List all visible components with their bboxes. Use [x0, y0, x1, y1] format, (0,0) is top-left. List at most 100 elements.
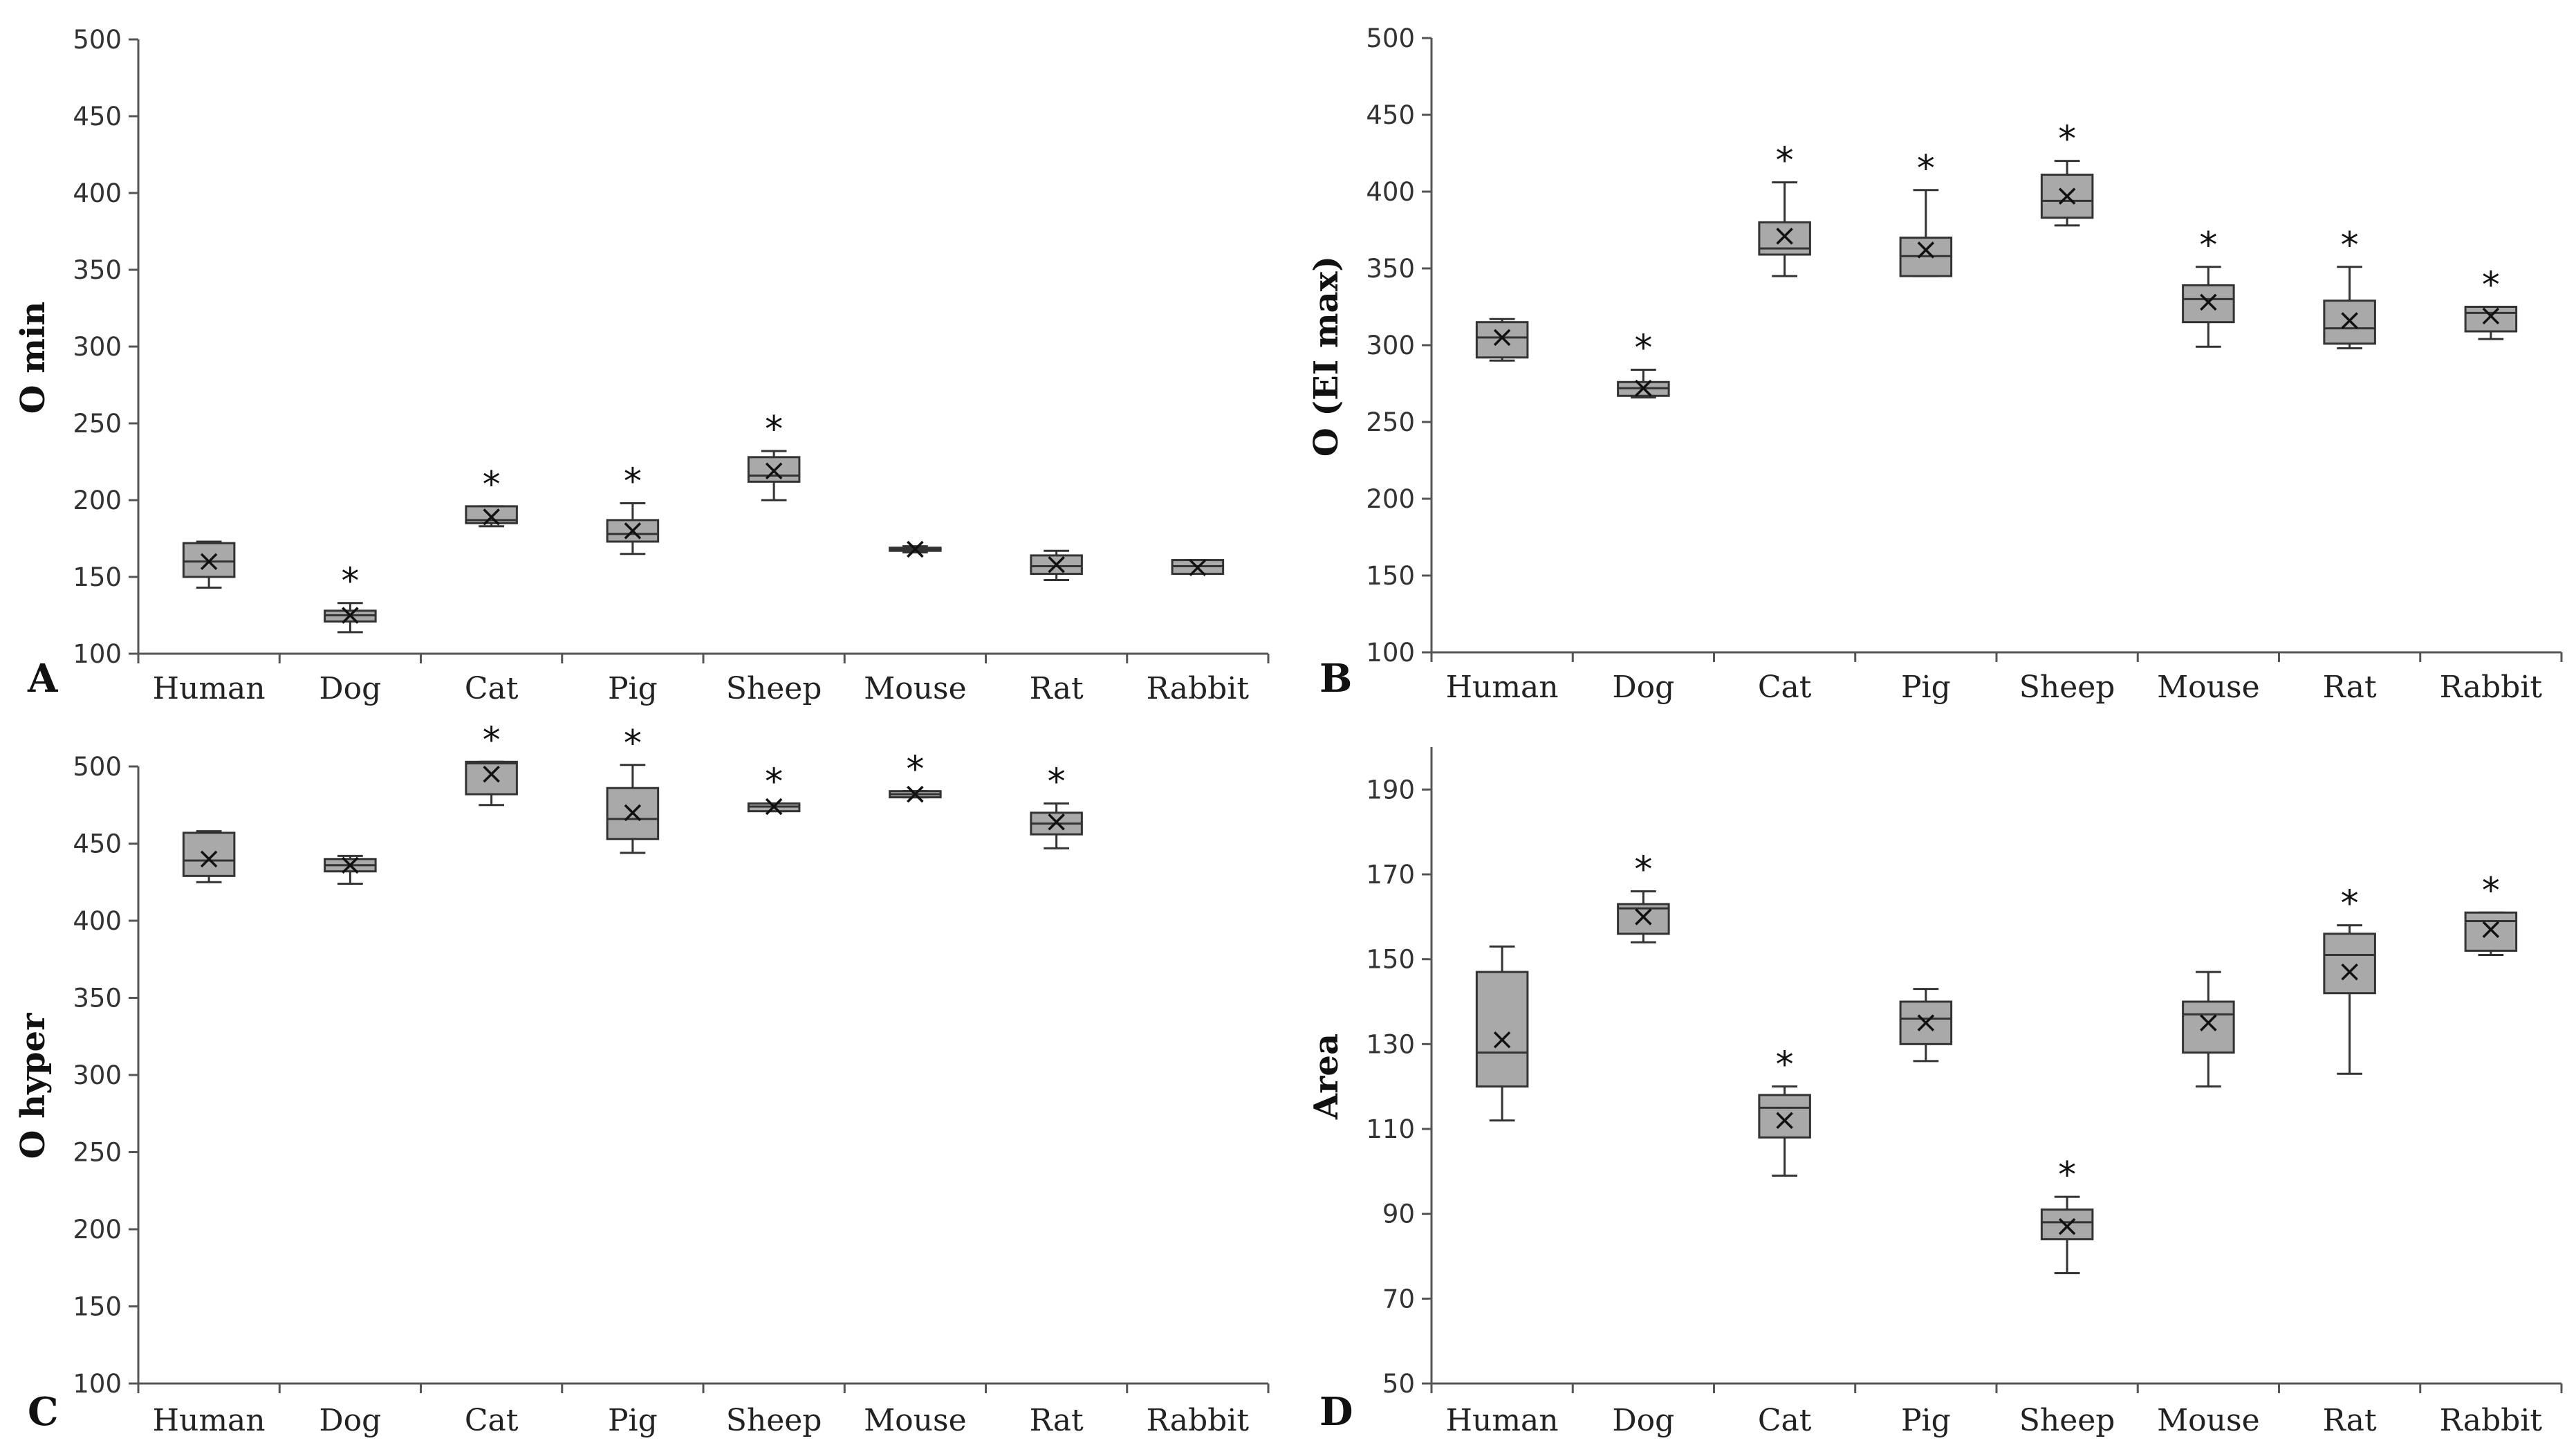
chart-panel-b: 100 150 200 250 300 350 400 450 500 Human Dog Cat Pi…: [1307, 24, 2563, 705]
significance-star: *: [1776, 1045, 1794, 1086]
x-category-label-sheep: Sheep: [726, 1403, 822, 1438]
mean-marker: [1776, 1112, 1793, 1129]
y-tick-label: 190: [1366, 775, 1415, 805]
x-category-label-rabbit: Rabbit: [2440, 1403, 2543, 1438]
x-category-label-dog: Dog: [319, 1403, 381, 1438]
box-human: [182, 540, 236, 589]
chart-panel-c: 100 150 200 250 300 350 400 450 500 Human Dog Cat Pi…: [14, 719, 1270, 1438]
box-mouse: [2182, 971, 2235, 1088]
mean-marker: [2482, 307, 2500, 325]
y-tick-label: 300: [73, 1060, 122, 1090]
box-mouse: *: [2182, 225, 2235, 348]
y-tick-label: 350: [73, 255, 122, 285]
box-iqr: [2464, 306, 2518, 333]
box-rat: *: [2323, 883, 2376, 1075]
x-category-label-rabbit: Rabbit: [1147, 671, 1250, 706]
y-tick-label: 200: [73, 486, 122, 515]
mean-marker: [1048, 556, 1065, 573]
x-category-label-pig: Pig: [1901, 1403, 1951, 1438]
box-mouse: *: [889, 749, 942, 803]
box-iqr: [1475, 321, 1529, 359]
x-category-label-dog: Dog: [1612, 670, 1674, 705]
y-tick-label: 100: [73, 1369, 122, 1399]
box-rabbit: [1171, 559, 1225, 576]
box-rat: *: [1030, 762, 1083, 849]
mean-marker: [2482, 921, 2500, 938]
box-iqr: [2040, 1209, 2094, 1240]
chart-panel-a: 100 150 200 250 300 350 400 450 500 Human Dog Cat Pi…: [14, 25, 1270, 706]
x-category-label-sheep: Sheep: [2019, 1403, 2115, 1438]
mean-marker: [2058, 1217, 2076, 1235]
y-tick-label: 200: [73, 1215, 122, 1244]
significance-star: *: [2341, 883, 2359, 925]
mean-marker: [1917, 1014, 1935, 1031]
significance-star: *: [624, 461, 642, 502]
box-human: [182, 830, 236, 883]
box-rabbit: *: [2464, 870, 2518, 957]
box-iqr: [2323, 300, 2376, 345]
x-category-label-pig: Pig: [1901, 670, 1951, 705]
significance-star: *: [765, 409, 783, 450]
y-tick-label: 250: [73, 1138, 122, 1168]
mean-marker: [1493, 329, 1511, 347]
mean-marker: [342, 607, 359, 624]
mean-marker: [1189, 559, 1207, 576]
box-cat: *: [465, 464, 518, 528]
mean-marker: [200, 850, 218, 868]
mean-marker: [907, 785, 924, 803]
y-tick-label: 400: [1366, 177, 1415, 207]
significance-star: *: [483, 719, 501, 761]
significance-star: *: [2199, 225, 2217, 266]
significance-star: *: [765, 762, 783, 803]
x-category-label-mouse: Mouse: [864, 1403, 967, 1438]
x-category-label-human: Human: [1446, 670, 1559, 705]
mean-marker: [765, 462, 783, 480]
y-tick-label: 300: [1366, 331, 1415, 360]
box-pig: *: [1899, 148, 1953, 277]
mean-marker: [1493, 1031, 1511, 1049]
box-sheep: *: [2040, 1155, 2094, 1275]
mean-marker: [1635, 908, 1652, 926]
box-iqr: [2182, 1000, 2235, 1054]
panel-label: A: [27, 656, 59, 701]
box-dog: *: [1617, 849, 1670, 944]
box-iqr: [1758, 221, 1811, 256]
y-tick-label: 50: [1382, 1369, 1415, 1399]
y-tick-label: 450: [1366, 100, 1415, 130]
mean-marker: [2341, 312, 2358, 329]
box-iqr: [1758, 1094, 1811, 1139]
mean-marker: [2200, 1014, 2217, 1031]
y-tick-label: 70: [1382, 1284, 1415, 1314]
mean-marker: [483, 765, 500, 783]
mean-marker: [1917, 241, 1935, 259]
y-tick-label: 350: [1366, 254, 1415, 284]
x-category-label-pig: Pig: [608, 1403, 658, 1438]
box-iqr: [606, 787, 660, 840]
y-tick-label: 250: [1366, 407, 1415, 437]
significance-star: *: [1048, 762, 1066, 803]
x-category-label-mouse: Mouse: [2157, 670, 2260, 705]
y-tick-label: 150: [1366, 945, 1415, 975]
x-category-label-sheep: Sheep: [726, 671, 822, 706]
x-category-label-rat: Rat: [1030, 1403, 1084, 1438]
mean-marker: [765, 798, 783, 816]
x-category-label-cat: Cat: [1758, 1403, 1812, 1438]
box-cat: *: [1758, 140, 1811, 277]
y-tick-label: 100: [73, 639, 122, 669]
box-dog: *: [324, 561, 377, 634]
mean-marker: [342, 856, 359, 874]
y-tick-label: 450: [73, 829, 122, 859]
box-mouse: [889, 540, 942, 558]
box-rat: *: [2323, 225, 2376, 349]
y-tick-label: 250: [73, 409, 122, 439]
box-pig: *: [606, 723, 660, 854]
box-iqr: [182, 831, 236, 877]
y-tick-label: 300: [73, 332, 122, 362]
x-category-label-cat: Cat: [465, 1403, 519, 1438]
significance-star: *: [341, 561, 359, 603]
significance-star: *: [2341, 225, 2359, 266]
x-category-label-rat: Rat: [2323, 1403, 2377, 1438]
y-tick-label: 400: [73, 178, 122, 208]
y-tick-label: 100: [1366, 638, 1415, 668]
x-category-label-dog: Dog: [319, 671, 381, 706]
